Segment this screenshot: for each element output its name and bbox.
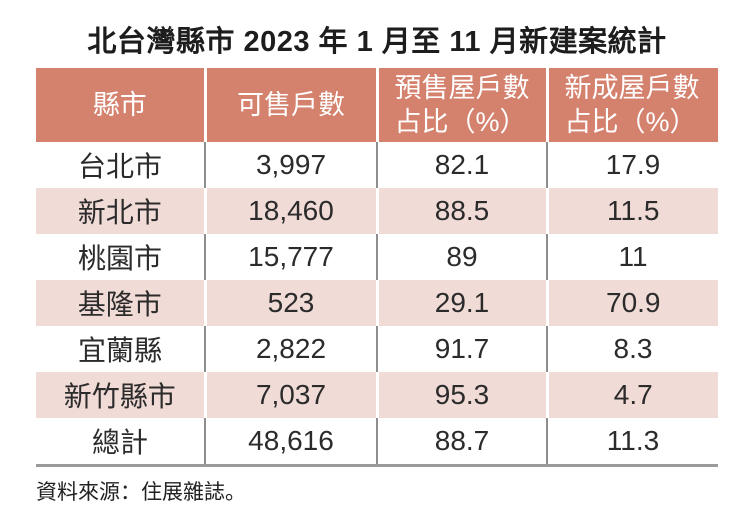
table-row-taipei: 台北市 3,997 82.1 17.9 [36, 142, 718, 188]
stats-table: 縣市 可售戶數 預售屋戶數 占比（%） 新成屋戶數 占比（%） 台北市 3,99… [36, 68, 718, 467]
cell-new-built-pct: 11.5 [547, 188, 718, 234]
cell-county: 台北市 [36, 142, 206, 188]
col-header-county-label: 縣市 [92, 90, 147, 120]
col-header-county: 縣市 [36, 68, 207, 142]
cell-new-built-pct: 17.9 [547, 142, 718, 188]
table-row-taoyuan: 桃園市 15,777 89 11 [36, 234, 718, 280]
cell-new-built-pct: 4.7 [547, 372, 718, 418]
cell-units: 18,460 [205, 188, 379, 234]
cell-presale-pct: 89 [377, 234, 548, 280]
col-header-new-built-line1: 新成屋戶數 [564, 73, 700, 103]
col-header-units-for-sale: 可售戶數 [205, 68, 379, 142]
col-header-new-built-pct: 新成屋戶數 占比（%） [547, 68, 718, 142]
cell-county: 桃園市 [36, 234, 206, 280]
cell-presale-pct: 91.7 [377, 326, 548, 372]
col-header-new-built-line2: 占比（%） [564, 107, 697, 137]
cell-presale-pct: 29.1 [377, 280, 549, 326]
cell-units: 3,997 [205, 142, 378, 188]
table-row-keelung: 基隆市 523 29.1 70.9 [36, 280, 718, 326]
cell-new-built-pct: 70.9 [547, 280, 718, 326]
table-header-row: 縣市 可售戶數 預售屋戶數 占比（%） 新成屋戶數 占比（%） [36, 68, 718, 142]
cell-county: 基隆市 [36, 280, 207, 326]
cell-county: 總計 [36, 418, 206, 466]
cell-presale-pct: 82.1 [377, 142, 548, 188]
page-title: 北台灣縣市 2023 年 1 月至 11 月新建案統計 [87, 26, 667, 58]
col-header-units-label: 可售戶數 [237, 90, 345, 120]
table-row-hsinchu: 新竹縣市 7,037 95.3 4.7 [36, 372, 718, 418]
cell-units: 7,037 [205, 372, 379, 418]
source-note: 資料來源：住展雜誌。 [36, 481, 246, 504]
table-row-yilan: 宜蘭縣 2,822 91.7 8.3 [36, 326, 718, 372]
cell-units: 2,822 [205, 326, 378, 372]
col-header-presale-line2: 占比（%） [394, 107, 527, 137]
cell-units: 523 [205, 280, 379, 326]
col-header-presale-pct: 預售屋戶數 占比（%） [377, 68, 549, 142]
table-row-new-taipei: 新北市 18,460 88.5 11.5 [36, 188, 718, 234]
cell-county: 新北市 [36, 188, 207, 234]
cell-presale-pct: 95.3 [377, 372, 549, 418]
cell-new-built-pct: 8.3 [547, 326, 718, 372]
col-header-presale-line1: 預售屋戶數 [394, 73, 530, 103]
cell-new-built-pct: 11.3 [547, 418, 718, 466]
cell-county: 宜蘭縣 [36, 326, 206, 372]
table-row-total: 總計 48,616 88.7 11.3 [36, 418, 718, 466]
cell-presale-pct: 88.5 [377, 188, 549, 234]
cell-county: 新竹縣市 [36, 372, 207, 418]
cell-new-built-pct: 11 [547, 234, 718, 280]
cell-units: 48,616 [205, 418, 378, 466]
cell-presale-pct: 88.7 [377, 418, 548, 466]
cell-units: 15,777 [205, 234, 378, 280]
